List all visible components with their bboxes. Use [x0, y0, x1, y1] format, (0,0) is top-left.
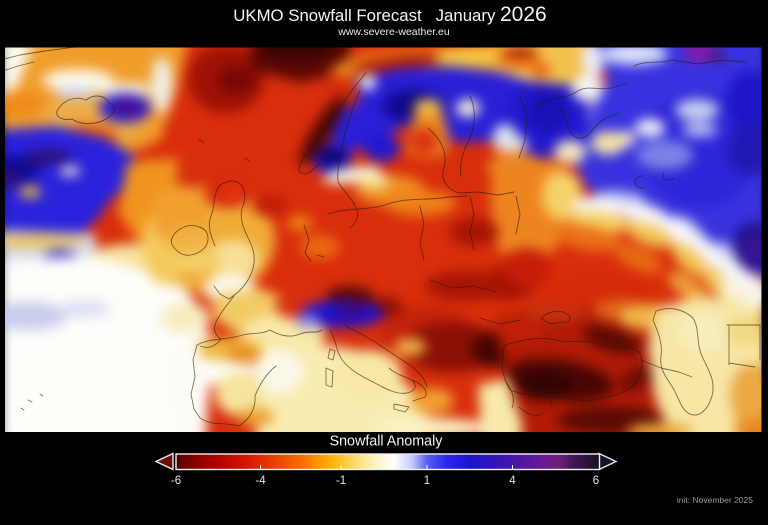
- svg-text:-6: -6: [171, 475, 181, 487]
- svg-text:-4: -4: [255, 475, 266, 487]
- svg-text:UKMO Snowfall Forecast Janua: UKMO Snowfall Forecast January 2026: [233, 3, 546, 26]
- svg-text:www.severe-weather.eu: www.severe-weather.eu: [337, 26, 450, 38]
- svg-text:init: November 2025: init: November 2025: [677, 495, 753, 505]
- svg-text:1: 1: [424, 475, 430, 487]
- svg-text:6: 6: [593, 475, 599, 487]
- svg-text:4: 4: [509, 475, 516, 487]
- svg-text:Snowfall Anomaly: Snowfall Anomaly: [330, 434, 444, 450]
- svg-text:-1: -1: [336, 475, 346, 487]
